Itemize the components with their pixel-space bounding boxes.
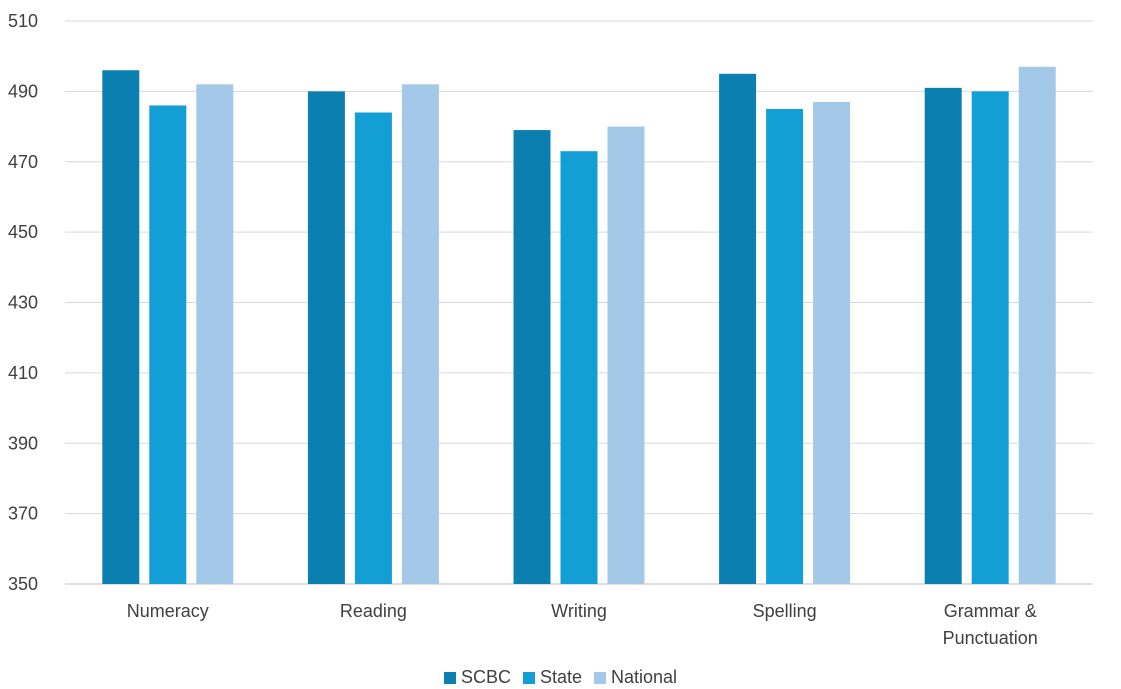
- x-tick-label-line: Writing: [551, 601, 607, 621]
- x-tick-label: Writing: [551, 601, 607, 621]
- x-tick-label: Numeracy: [127, 601, 209, 621]
- legend-item-scbc: SCBC: [443, 667, 511, 688]
- bar: [354, 112, 392, 585]
- x-tick-label-line: Grammar &: [944, 601, 1037, 621]
- bar: [513, 130, 551, 585]
- bar: [149, 105, 187, 584]
- legend-item-state: State: [522, 667, 582, 688]
- y-tick-label: 370: [8, 504, 38, 524]
- bar: [307, 91, 345, 584]
- y-tick-label: 510: [8, 11, 38, 31]
- x-tick-label: Reading: [340, 601, 407, 621]
- bar: [971, 91, 1009, 584]
- x-tick-label: Grammar & Punctuation: [943, 601, 1038, 648]
- y-tick-label: 450: [8, 222, 38, 242]
- legend-item-national: National: [594, 667, 677, 688]
- legend-swatch-national: [594, 671, 606, 684]
- y-tick-label: 490: [8, 81, 38, 101]
- bar: [813, 101, 851, 585]
- y-tick-label: 350: [8, 574, 38, 594]
- legend-label-state: State: [539, 667, 582, 687]
- legend-label-scbc: SCBC: [460, 667, 511, 687]
- x-tick-label-line: Numeracy: [127, 601, 209, 621]
- bar: [196, 84, 234, 585]
- chart-legend: SCBC State National: [0, 667, 1121, 688]
- bar: [401, 84, 439, 585]
- bar: [607, 126, 645, 584]
- y-tick-label: 430: [8, 293, 38, 313]
- bar: [924, 87, 962, 584]
- x-tick-label-line: Spelling: [753, 601, 817, 621]
- y-tick-label: 470: [8, 152, 38, 172]
- y-tick-label: 390: [8, 433, 38, 453]
- x-tick-label-line: Reading: [340, 601, 407, 621]
- bar: [1018, 66, 1056, 584]
- x-tick-label: Spelling: [753, 601, 817, 621]
- y-tick-label: 410: [8, 363, 38, 383]
- x-tick-label-line: Punctuation: [943, 628, 1038, 648]
- legend-swatch-scbc: [443, 671, 456, 684]
- legend-label-national: National: [611, 667, 678, 687]
- bar: [719, 73, 757, 584]
- bar: [560, 151, 598, 584]
- bar: [102, 70, 140, 584]
- bar: [766, 108, 804, 584]
- legend-swatch-state: [522, 671, 535, 684]
